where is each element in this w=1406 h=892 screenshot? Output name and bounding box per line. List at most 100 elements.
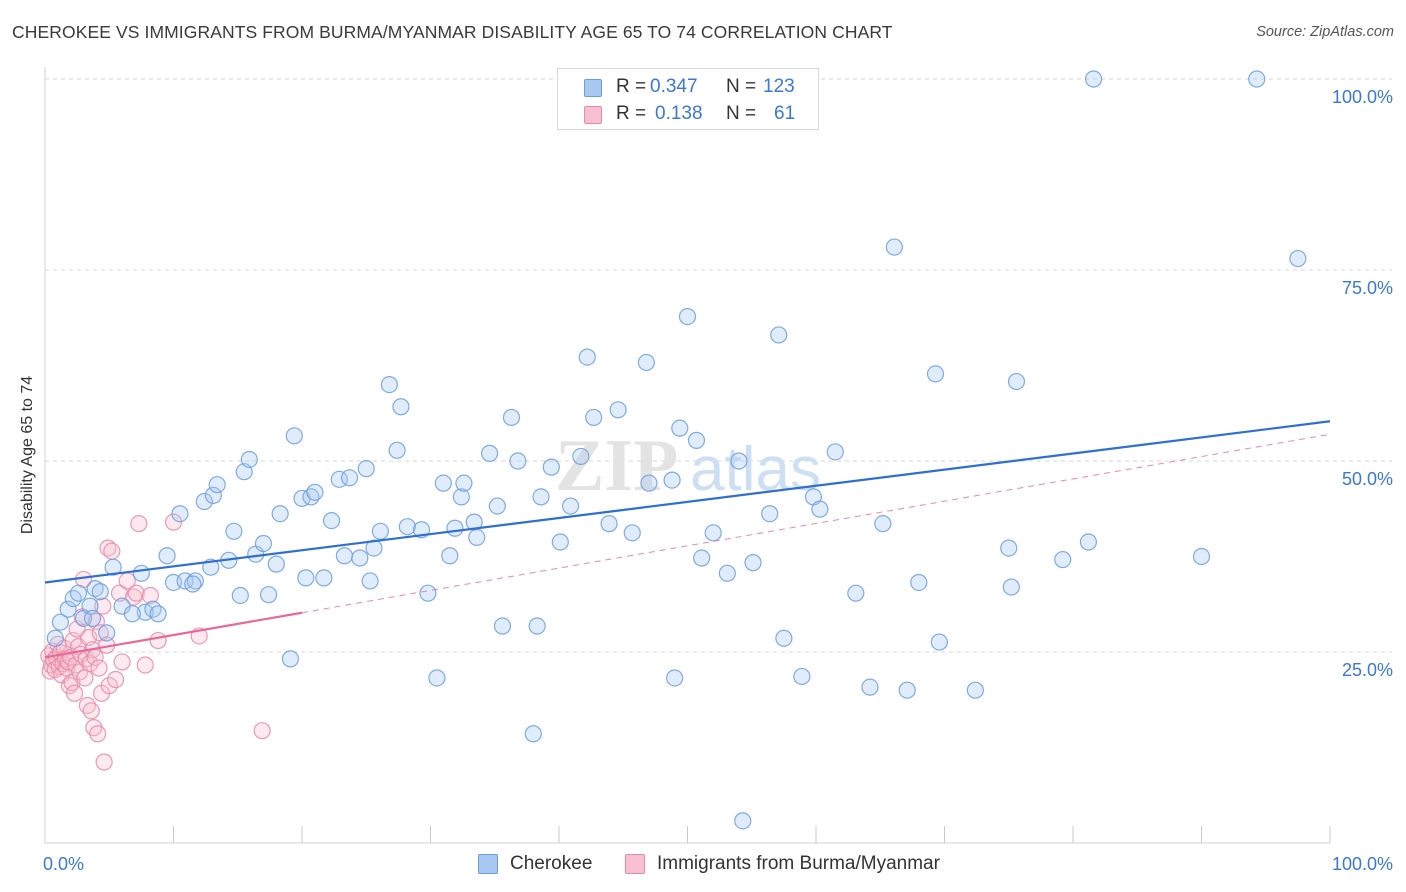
cherokee-point — [704, 524, 722, 542]
cherokee-point — [365, 539, 383, 557]
cherokee-point — [306, 483, 324, 501]
cherokee-point — [144, 600, 162, 618]
cherokee-point — [446, 519, 464, 537]
grid-lines — [45, 78, 1392, 653]
burma-points — [40, 513, 271, 771]
y-tick-label: 75.0% — [1342, 278, 1393, 298]
cherokee-point — [551, 533, 569, 551]
burma-point — [100, 677, 118, 695]
burma-point — [89, 725, 107, 743]
burma-point — [130, 515, 148, 533]
cherokee-point — [428, 669, 446, 687]
cherokee-point — [861, 678, 879, 696]
cherokee-point — [847, 584, 865, 602]
cherokee-point — [315, 569, 333, 587]
cherokee-point — [775, 629, 793, 647]
cherokee-point — [542, 458, 560, 476]
cherokee-point — [718, 564, 736, 582]
r-label: R = — [616, 103, 647, 124]
cherokee-point — [419, 584, 437, 602]
cherokee-point — [1000, 539, 1018, 557]
cherokee-point — [392, 398, 410, 416]
n-label: N = — [726, 76, 757, 97]
n-value: 61 — [774, 103, 796, 124]
cherokee-point — [509, 452, 527, 470]
cherokee-point — [640, 474, 658, 492]
stats-legend: R = 0.347 N = 123 R = 0.138 N = 61 — [557, 68, 819, 130]
cherokee-point — [46, 629, 64, 647]
cherokee-point — [1007, 372, 1026, 391]
cherokee-point — [186, 572, 204, 590]
r-value: 0.347 — [650, 76, 698, 97]
r-value: 0.138 — [655, 103, 703, 124]
cherokee-point — [434, 474, 452, 492]
burma-point — [103, 542, 121, 560]
burma-point — [94, 597, 112, 615]
burma-trend-line-dashed — [301, 433, 1331, 614]
cherokee-point — [532, 488, 550, 506]
cherokee-point — [1192, 547, 1211, 566]
cherokee-point — [671, 419, 689, 437]
burma-point — [65, 684, 84, 702]
cherokee-point — [1289, 249, 1307, 268]
cherokee-point — [351, 549, 369, 567]
cherokee-point — [357, 460, 375, 478]
watermark-zip: ZIP — [555, 425, 678, 507]
burma-point — [82, 702, 100, 720]
burma-point — [127, 584, 145, 602]
cherokee-point — [637, 353, 655, 372]
cherokee-point — [86, 579, 104, 598]
burma-point — [113, 653, 131, 671]
burma-swatch — [584, 106, 602, 124]
watermark: ZIP atlas — [555, 425, 821, 507]
cherokee-point — [666, 669, 684, 687]
cherokee-point — [158, 547, 176, 565]
cherokee-point — [561, 497, 580, 515]
burma-point — [136, 656, 154, 674]
cherokee-point — [132, 564, 150, 582]
cherokee-point — [926, 365, 945, 383]
cherokee-point — [184, 575, 202, 593]
cherokee-point — [730, 452, 748, 470]
cherokee-point — [123, 605, 141, 623]
cherokee-point — [225, 522, 243, 540]
cherokee-point — [254, 534, 273, 553]
cherokee-point — [281, 650, 300, 668]
r-label: R = — [616, 76, 647, 97]
cherokee-point — [98, 624, 116, 642]
cherokee-point — [340, 469, 359, 487]
cherokee-point — [51, 613, 70, 631]
stats-row-burma: R = 0.138 N = 61 — [558, 101, 818, 129]
cherokee-point — [204, 486, 222, 504]
cherokee-point — [910, 573, 928, 592]
trend-lines — [44, 420, 1331, 659]
legend-label: Cherokee — [510, 853, 593, 874]
series-legend: Cherokee Immigrants from Burma/Myanmar — [0, 852, 1406, 878]
cherokee-legend-swatch — [478, 854, 498, 874]
cherokee-point — [826, 443, 844, 461]
burma-point — [107, 670, 125, 689]
cherokee-point — [502, 408, 521, 427]
cherokee-point — [398, 518, 416, 536]
burma-point — [95, 753, 113, 771]
burma-point — [141, 586, 159, 605]
cherokee-point — [208, 476, 226, 494]
cherokee-point — [572, 447, 590, 466]
cherokee-point — [83, 609, 102, 627]
cherokee-point — [874, 515, 892, 533]
cherokee-point — [91, 583, 109, 601]
cherokee-point — [693, 549, 711, 567]
burma-point — [90, 659, 108, 677]
cherokee-point — [1079, 533, 1098, 551]
cherokee-point — [371, 522, 389, 540]
cherokee-point — [388, 441, 406, 459]
cherokee-point — [578, 348, 596, 366]
cherokee-point — [69, 584, 88, 602]
cherokee-point — [104, 558, 122, 576]
cherokee-point — [455, 474, 473, 492]
cherokee-point — [335, 547, 354, 565]
burma-point — [149, 631, 167, 650]
y-axis-label: Disability Age 65 to 74 — [19, 375, 36, 535]
legend-label: Immigrants from Burma/Myanmar — [657, 853, 940, 874]
